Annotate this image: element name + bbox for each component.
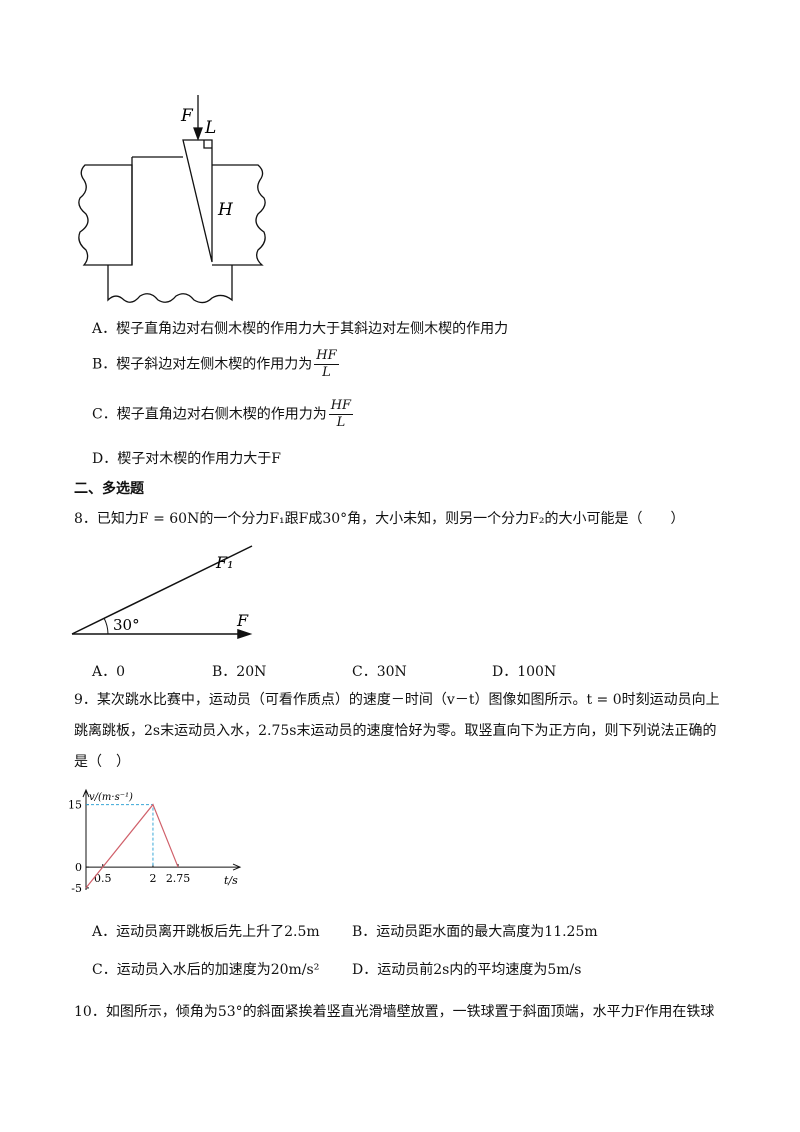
option-text: 运动员离开跳板后先上升了2.5m [116,924,320,940]
y-axis-arrow [82,788,90,798]
numerator: HF [314,348,339,365]
option: B．20N [212,661,266,681]
option-letter: A． [92,321,117,337]
arrow-head [193,127,203,141]
y-tick-label: 15 [68,799,82,812]
option: B．楔子斜边对左侧木楔的作用力为 HF L [92,348,339,381]
x-tick-label: 0.5 [94,872,112,885]
option: C．30N [352,661,407,681]
option-letter: A． [92,924,117,940]
denominator: L [322,365,331,380]
fraction: HF L [314,348,339,381]
option-text: 运动员入水后的加速度为20m/s² [116,962,320,978]
option-text: 0 [116,664,126,680]
option-letter: B． [352,924,377,940]
force-arrow-head [237,628,253,640]
option: C．运动员入水后的加速度为20m/s² [92,959,319,979]
option-letter: C． [352,664,377,680]
option: D．100N [492,661,556,681]
option: A．运动员离开跳板后先上升了2.5m [92,921,320,941]
vt-graph: v/(m·s⁻¹) t/s 15 0 -5 0.5 2 2.75 [68,788,242,895]
option-text: 楔子直角边对右侧木楔的作用力为 [116,406,327,423]
y-tick-label: 0 [75,861,82,874]
bottom-wood [107,265,233,304]
option: A．楔子直角边对右侧木楔的作用力大于其斜边对左侧木楔的作用力 [92,318,508,338]
denominator: L [336,415,346,430]
x-tick-label: 2.75 [166,872,191,885]
force-label: F [236,611,249,630]
option-text: 运动员前2s内的平均速度为5m/s [377,962,582,978]
option: C．楔子直角边对右侧木楔的作用力为 HF L [92,398,354,431]
option-text: 楔子直角边对右侧木楔的作用力大于其斜边对左侧木楔的作用力 [116,321,509,337]
question-stem: 8．已知力F = 60N的一个分力F₁跟F成30°角，大小未知，则另一个分力F₂… [74,511,685,527]
option: D．楔子对木楔的作用力大于F [92,448,281,468]
option-letter: C． [92,962,117,978]
component-label: F₁ [215,553,234,572]
option-letter: D． [492,664,518,680]
option-text: 运动员距水面的最大高度为11.25m [376,924,598,940]
option-letter: A． [92,664,117,680]
left-wood [78,164,133,266]
x-tick-label: 2 [149,872,156,885]
force-label: F [180,106,194,126]
velocity-line [85,803,179,889]
option-text: 楔子斜边对左侧木楔的作用力为 [116,356,313,373]
wedge [182,139,213,263]
option-text: 30N [376,664,407,680]
option: D．运动员前2s内的平均速度为5m/s [352,959,581,979]
question-stem: 9．某次跳水比赛中，运动员（可看作质点）的速度－时间（v－t）图像如图所示。t … [74,692,720,770]
angle-label: 30° [113,616,140,634]
y-axis-label: v/(m·s⁻¹) [89,792,133,803]
force-figure [71,545,253,640]
question-stem: 10．如图所示，倾角为53°的斜面紧挨着竖直光滑墙壁放置，一铁球置于斜面顶端，水… [74,1004,715,1020]
short-side-label: L [204,118,216,138]
long-side-label: H [217,200,234,220]
right-wood [212,164,266,266]
option-letter: D． [92,451,118,467]
option-text: 楔子对木楔的作用力大于F [117,451,281,467]
y-tick-label: -5 [71,882,82,895]
option: B．运动员距水面的最大高度为11.25m [352,921,598,941]
option-letter: B． [212,664,237,680]
x-axis-arrow [232,863,242,871]
guide-line [86,804,154,868]
numerator: HF [328,398,354,415]
x-axis-label: t/s [224,874,238,887]
option: A．0 [92,661,125,681]
wedge-figure [78,95,266,304]
angle-arc [103,617,109,635]
fraction: HF L [328,398,354,431]
option-text: 100N [517,664,557,680]
right-angle-mark [203,140,212,149]
component-line [71,545,253,635]
wedge-top-block [131,156,183,265]
option-text: 20N [236,664,267,680]
option-letter: C． [92,406,117,423]
section-heading: 二、多选题 [74,481,144,497]
option-letter: D． [352,962,378,978]
option-letter: B． [92,356,117,373]
